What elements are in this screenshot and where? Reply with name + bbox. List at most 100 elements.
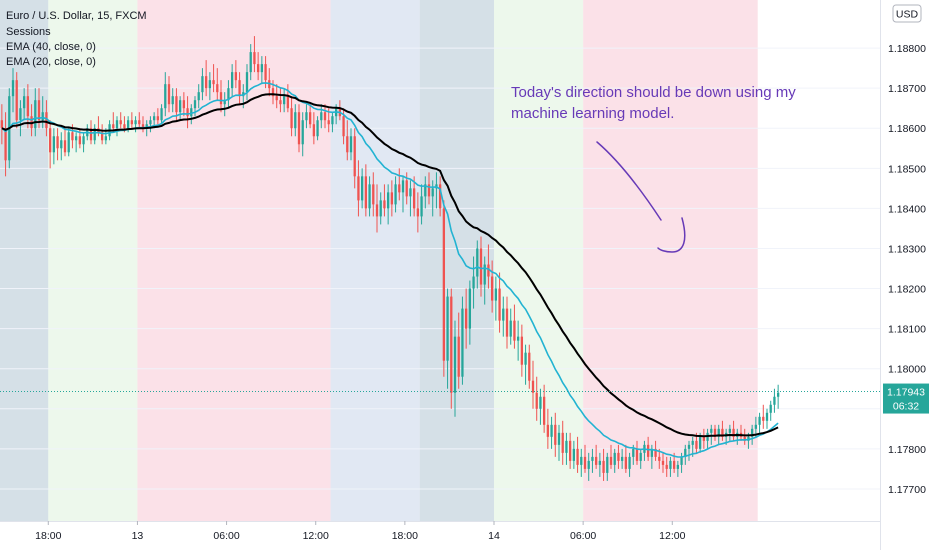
candle	[201, 68, 204, 101]
candle	[617, 444, 620, 469]
candle	[450, 288, 453, 409]
candle	[401, 176, 405, 213]
indicator-ema-20[interactable]: EMA (20, close, 0)	[6, 56, 96, 68]
candle-body	[728, 428, 732, 433]
indicator-sessions[interactable]: Sessions	[6, 26, 51, 38]
candle-body	[613, 452, 616, 465]
candle-body	[48, 128, 52, 153]
candle	[468, 280, 472, 345]
last-price-value: 1.17943	[887, 387, 925, 399]
candle-body	[197, 92, 200, 101]
candle-body	[11, 80, 15, 97]
candle-body	[762, 416, 765, 421]
candle-body	[63, 140, 67, 153]
annotation[interactable]: Today's direction should be down using m…	[511, 84, 796, 253]
candle	[316, 116, 319, 141]
candle-body	[412, 188, 416, 209]
candle	[357, 160, 360, 217]
candle-body	[535, 392, 538, 409]
candle-body	[238, 80, 241, 97]
candle	[301, 112, 304, 157]
candle	[531, 360, 535, 409]
candle	[286, 84, 290, 113]
candle-body	[305, 112, 308, 121]
candle-body	[424, 184, 427, 197]
candle-body	[212, 80, 215, 85]
currency-button-label: USD	[896, 9, 919, 21]
candle-body	[542, 396, 546, 425]
candle	[687, 440, 691, 461]
indicator-ema-40[interactable]: EMA (40, close, 0)	[6, 41, 96, 53]
price-axis[interactable]: USD 1.188001.187001.186001.185001.184001…	[880, 0, 930, 550]
candle-body	[476, 248, 479, 277]
candle-body	[505, 308, 509, 337]
candle-body	[721, 428, 724, 437]
legend: Euro / U.S. Dollar, 15, FXCM Sessions EM…	[6, 10, 147, 68]
candle-body	[294, 112, 297, 129]
candle-body	[208, 80, 212, 89]
candle-body	[594, 456, 598, 465]
candle-body	[420, 196, 423, 217]
candle	[568, 432, 572, 469]
candle-body	[598, 460, 602, 465]
candle-body	[687, 444, 691, 449]
candle-body	[249, 52, 252, 73]
candle-body	[394, 184, 397, 205]
candle	[606, 452, 609, 481]
candle-body	[513, 320, 516, 341]
annotation-line-1: Today's direction should be down using m…	[511, 84, 796, 101]
candle	[416, 192, 420, 233]
candle	[182, 92, 186, 117]
currency-button[interactable]	[892, 4, 922, 23]
candle-body	[256, 64, 260, 73]
candle	[48, 120, 52, 169]
candle	[520, 324, 524, 377]
candle	[583, 444, 587, 473]
candle	[349, 128, 353, 161]
candle	[290, 96, 293, 137]
candle-body	[349, 136, 353, 153]
candle-body	[580, 456, 583, 465]
candle-body	[275, 96, 278, 101]
candle	[502, 296, 505, 337]
candle-body	[502, 308, 505, 321]
candle	[204, 60, 208, 97]
time-axis[interactable]: 18:00 13 06:00 12:00 18:00 14 06:00 12:00	[0, 521, 880, 542]
candle-body	[167, 84, 171, 105]
candle-body	[82, 136, 85, 145]
candle	[372, 172, 375, 217]
candle-body	[60, 140, 63, 149]
candle-body	[320, 112, 323, 121]
candle	[776, 384, 780, 409]
candle-body	[271, 88, 275, 97]
candle	[576, 436, 579, 473]
candle-body	[286, 96, 290, 109]
session-band	[419, 0, 494, 521]
candle-body	[156, 116, 160, 121]
x-tick-label: 06:00	[213, 530, 239, 542]
candle-body	[0, 120, 4, 129]
candle	[665, 456, 668, 477]
candle	[190, 104, 193, 125]
candle-body	[171, 96, 174, 105]
candle	[524, 344, 527, 385]
candle	[464, 288, 468, 349]
symbol-title[interactable]: Euro / U.S. Dollar, 15, FXCM	[6, 10, 147, 22]
candle-body	[204, 76, 208, 89]
candle	[602, 448, 605, 481]
candle-body	[301, 120, 304, 145]
candle	[773, 388, 776, 413]
candle-body	[539, 396, 542, 409]
candle-body	[546, 424, 550, 437]
candle-body	[464, 308, 468, 329]
candle-body	[357, 176, 360, 201]
candle-body	[37, 100, 41, 121]
candle-body	[487, 264, 490, 277]
candle-body	[112, 124, 115, 129]
candle	[19, 100, 22, 137]
candle	[279, 88, 282, 113]
candle	[669, 456, 672, 477]
session-band	[583, 0, 758, 521]
